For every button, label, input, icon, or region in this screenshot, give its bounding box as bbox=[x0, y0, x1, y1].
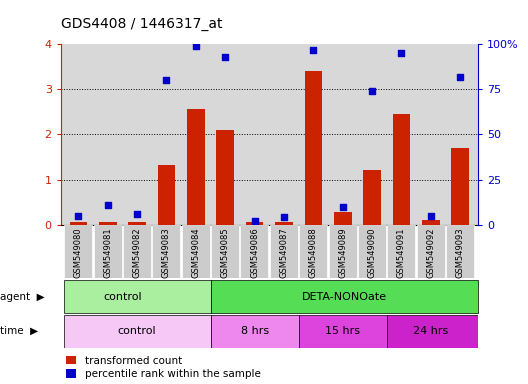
Point bbox=[74, 213, 82, 219]
FancyBboxPatch shape bbox=[123, 225, 151, 278]
Text: GSM549089: GSM549089 bbox=[338, 227, 347, 278]
Bar bbox=[299, 315, 387, 348]
Bar bbox=[99, 222, 117, 225]
Text: GSM549081: GSM549081 bbox=[103, 227, 112, 278]
Text: GSM549087: GSM549087 bbox=[279, 227, 288, 278]
Point bbox=[103, 202, 112, 208]
Text: time  ▶: time ▶ bbox=[0, 326, 38, 336]
FancyBboxPatch shape bbox=[240, 225, 268, 278]
FancyBboxPatch shape bbox=[446, 225, 474, 278]
Text: control: control bbox=[118, 326, 156, 336]
Text: GSM549082: GSM549082 bbox=[133, 227, 142, 278]
FancyBboxPatch shape bbox=[153, 225, 180, 278]
Bar bbox=[387, 315, 478, 348]
Text: GSM549093: GSM549093 bbox=[456, 227, 465, 278]
Text: control: control bbox=[103, 291, 142, 302]
Text: GSM549085: GSM549085 bbox=[221, 227, 230, 278]
Point bbox=[221, 54, 230, 60]
Point bbox=[338, 204, 347, 210]
Bar bbox=[211, 315, 299, 348]
Point bbox=[162, 77, 171, 83]
FancyBboxPatch shape bbox=[182, 225, 210, 278]
FancyBboxPatch shape bbox=[93, 225, 121, 278]
Point bbox=[309, 46, 317, 53]
FancyBboxPatch shape bbox=[64, 225, 92, 278]
Bar bbox=[187, 109, 205, 225]
Text: GSM549080: GSM549080 bbox=[74, 227, 83, 278]
Point bbox=[456, 74, 465, 80]
FancyBboxPatch shape bbox=[299, 225, 327, 278]
Point bbox=[397, 50, 406, 56]
Text: GDS4408 / 1446317_at: GDS4408 / 1446317_at bbox=[61, 17, 222, 31]
Bar bbox=[305, 71, 322, 225]
Text: GSM549088: GSM549088 bbox=[309, 227, 318, 278]
Point bbox=[368, 88, 376, 94]
Text: GSM549086: GSM549086 bbox=[250, 227, 259, 278]
Bar bbox=[158, 165, 175, 225]
Bar bbox=[451, 148, 469, 225]
Bar bbox=[70, 222, 87, 225]
Text: GSM549091: GSM549091 bbox=[397, 227, 406, 278]
Bar bbox=[246, 222, 263, 225]
Bar bbox=[128, 222, 146, 225]
Text: agent  ▶: agent ▶ bbox=[0, 291, 45, 302]
Bar bbox=[216, 130, 234, 225]
Point bbox=[250, 218, 259, 224]
Text: GSM549084: GSM549084 bbox=[191, 227, 200, 278]
Point bbox=[133, 211, 142, 217]
Text: GSM549090: GSM549090 bbox=[367, 227, 376, 278]
Bar bbox=[64, 315, 211, 348]
FancyBboxPatch shape bbox=[388, 225, 415, 278]
FancyBboxPatch shape bbox=[417, 225, 445, 278]
Text: 24 hrs: 24 hrs bbox=[413, 326, 448, 336]
Bar bbox=[64, 280, 211, 313]
Bar bbox=[422, 220, 440, 225]
Point bbox=[280, 214, 288, 220]
FancyBboxPatch shape bbox=[211, 225, 239, 278]
Text: DETA-NONOate: DETA-NONOate bbox=[301, 291, 386, 302]
Text: GSM549083: GSM549083 bbox=[162, 227, 171, 278]
FancyBboxPatch shape bbox=[270, 225, 298, 278]
Legend: transformed count, percentile rank within the sample: transformed count, percentile rank withi… bbox=[66, 356, 260, 379]
Text: GSM549092: GSM549092 bbox=[426, 227, 436, 278]
Point bbox=[192, 43, 200, 49]
Bar bbox=[275, 222, 293, 225]
FancyBboxPatch shape bbox=[328, 225, 356, 278]
FancyBboxPatch shape bbox=[358, 225, 386, 278]
Text: 8 hrs: 8 hrs bbox=[241, 326, 269, 336]
Bar bbox=[334, 212, 352, 225]
Bar bbox=[393, 114, 410, 225]
Bar bbox=[211, 280, 478, 313]
Bar bbox=[363, 170, 381, 225]
Text: 15 hrs: 15 hrs bbox=[325, 326, 360, 336]
Point bbox=[427, 213, 435, 219]
